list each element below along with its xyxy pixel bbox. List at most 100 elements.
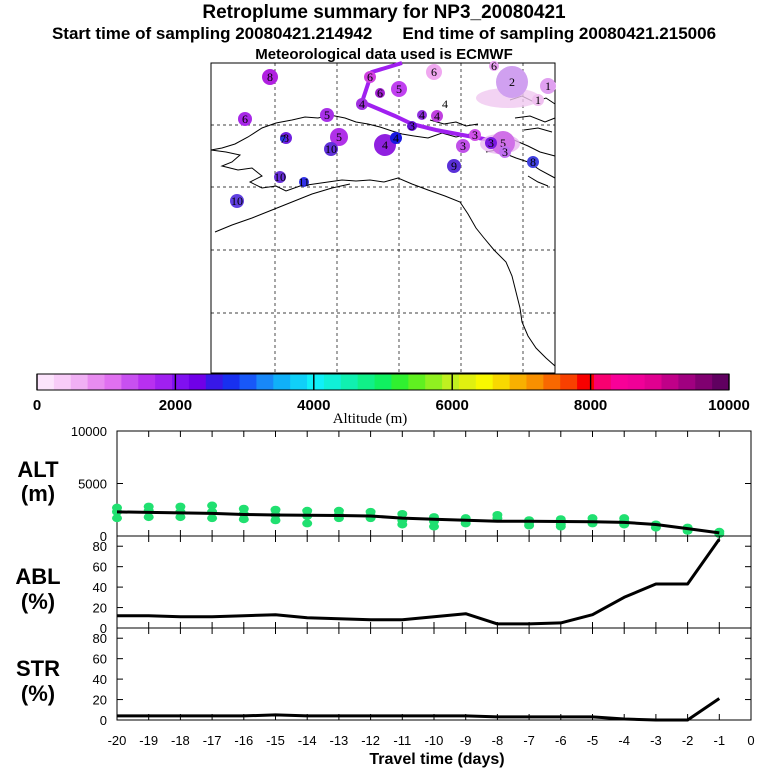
colorbar-swatch bbox=[695, 374, 713, 390]
plume-marker-circle bbox=[356, 98, 368, 110]
plume-marker: 6 bbox=[364, 70, 376, 84]
plume-marker-label: 8 bbox=[267, 70, 273, 84]
plume-marker-circle bbox=[390, 132, 402, 144]
y-tick-label: 60 bbox=[93, 560, 107, 575]
y-tick-label: 60 bbox=[93, 652, 107, 667]
panel-label: ALT bbox=[17, 457, 59, 482]
panel-label: STR bbox=[16, 656, 60, 681]
colorbar-swatch bbox=[323, 374, 342, 390]
plume-marker-label: 5 bbox=[396, 82, 402, 96]
plume-marker-label: 4 bbox=[442, 97, 448, 111]
plume-marker-label: 9 bbox=[451, 159, 457, 173]
y-tick-label: 10000 bbox=[71, 424, 107, 439]
colorbar-swatch bbox=[87, 374, 106, 390]
colorbar-swatch bbox=[543, 374, 561, 390]
x-tick-label: -3 bbox=[650, 733, 662, 748]
plume-marker-label: 6 bbox=[242, 112, 248, 126]
end-time-label: End time of sampling 20080421.215006 bbox=[402, 24, 717, 43]
plume-marker: 9 bbox=[447, 159, 461, 173]
plume-marker-label: 10 bbox=[325, 142, 337, 156]
map-grid bbox=[211, 63, 555, 373]
colorbar-swatch bbox=[37, 374, 55, 390]
colorbar-swatch bbox=[357, 374, 376, 390]
y-tick-label: 80 bbox=[93, 631, 107, 646]
series-line bbox=[117, 697, 721, 722]
plume-marker: 10 bbox=[324, 142, 338, 156]
y-tick-label: 5000 bbox=[78, 477, 107, 492]
colorbar-tick-label: 10000 bbox=[708, 397, 750, 414]
x-tick-label: -19 bbox=[139, 733, 158, 748]
plume-marker-label: 5 bbox=[324, 108, 330, 122]
colorbar-swatch bbox=[593, 374, 612, 390]
y-tick-label: 40 bbox=[93, 672, 107, 687]
plume-marker: 3 bbox=[456, 139, 470, 153]
colorbar-swatch bbox=[475, 374, 494, 390]
panel-unit: (m) bbox=[21, 481, 55, 506]
scatter-point bbox=[112, 514, 122, 523]
y-tick-label: 0 bbox=[100, 529, 107, 544]
x-tick-label: -15 bbox=[266, 733, 285, 748]
plume-marker-circle bbox=[330, 128, 348, 146]
plume-marker-circle bbox=[489, 61, 499, 71]
plume-marker-circle bbox=[324, 142, 338, 156]
plume-marker: 1 bbox=[532, 93, 544, 107]
y-tick-label: 80 bbox=[93, 539, 107, 554]
colorbar-swatch bbox=[509, 374, 527, 390]
plume-marker-circle bbox=[375, 88, 385, 98]
colorbar-swatch bbox=[442, 374, 460, 390]
panel-unit: (%) bbox=[21, 589, 55, 614]
x-tick-label: -1 bbox=[714, 733, 726, 748]
plume-marker: 6 bbox=[375, 86, 385, 100]
plume-marker-circle bbox=[364, 71, 376, 83]
colorbar-tick-label: 8000 bbox=[574, 397, 607, 414]
colorbar-swatch bbox=[155, 374, 173, 390]
colorbar-swatch bbox=[560, 374, 578, 390]
scatter-point bbox=[207, 514, 218, 523]
x-tick-label: -17 bbox=[203, 733, 222, 748]
scatter-point bbox=[238, 504, 249, 513]
plume-marker-label: 3 bbox=[460, 139, 466, 153]
plume-marker-circle bbox=[320, 108, 334, 122]
plume-marker: 10 bbox=[274, 170, 286, 184]
plume-marker-circle bbox=[299, 177, 309, 187]
colorbar-swatch bbox=[577, 374, 595, 390]
plume-marker-label: 6 bbox=[377, 86, 383, 100]
plume-marker-circle bbox=[417, 110, 427, 120]
plume-marker-circle bbox=[407, 121, 417, 131]
plume-marker: 10 bbox=[230, 194, 244, 208]
panel-frame bbox=[116, 627, 752, 721]
plume-marker-label: 4 bbox=[434, 109, 440, 123]
colorbar-swatch bbox=[712, 374, 730, 390]
plume-marker: 3 bbox=[469, 128, 481, 142]
plume-marker-label: 4 bbox=[359, 97, 365, 111]
series-line bbox=[117, 538, 721, 626]
colorbar-tick-label: 0 bbox=[33, 397, 41, 414]
plume-marker-label: 4 bbox=[393, 131, 399, 145]
plume-marker: 4 bbox=[431, 109, 443, 123]
map-frame bbox=[210, 62, 556, 374]
colorbar-swatch bbox=[340, 374, 359, 390]
scatter-point bbox=[207, 501, 218, 510]
plume-marker-label: 10 bbox=[274, 170, 286, 184]
colorbar-swatch bbox=[138, 374, 156, 390]
x-tick-label: -12 bbox=[361, 733, 380, 748]
coastline-alaska-north bbox=[210, 114, 415, 151]
panel-unit: (%) bbox=[21, 681, 55, 706]
colorbar-tick-label: 2000 bbox=[159, 397, 192, 414]
x-tick-label: -4 bbox=[618, 733, 630, 748]
start-time-label: Start time of sampling 20080421.214942 bbox=[51, 24, 373, 43]
plume-marker: 4 bbox=[356, 97, 368, 111]
plume-marker: 6 bbox=[489, 59, 499, 73]
panel-alt: 0 5000 10000 ALT(m) bbox=[17, 424, 752, 544]
scatter-point bbox=[492, 511, 503, 519]
plume-marker-circle bbox=[230, 194, 244, 208]
scatter-point bbox=[333, 506, 344, 515]
x-tick-label: -13 bbox=[330, 733, 349, 748]
plume-marker: 4 bbox=[390, 131, 402, 145]
colorbar-swatch bbox=[104, 374, 122, 390]
plume-marker-label: 6 bbox=[491, 59, 497, 73]
plume-marker-label: 3 bbox=[409, 119, 415, 133]
plume-marker: 5 bbox=[320, 108, 334, 122]
colorbar-swatch bbox=[374, 374, 392, 390]
